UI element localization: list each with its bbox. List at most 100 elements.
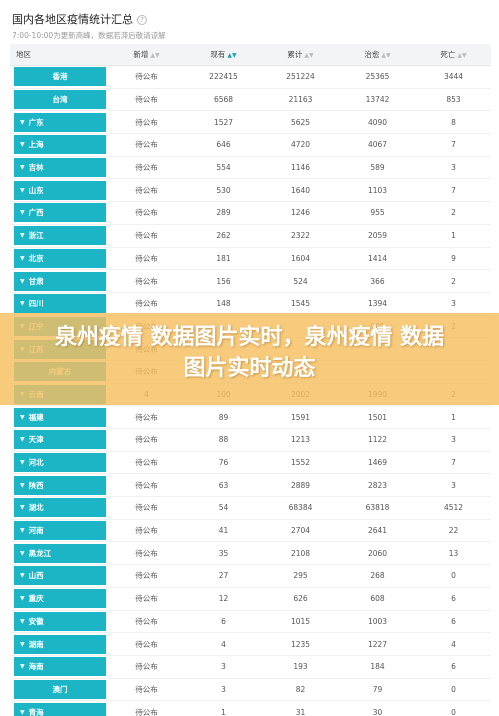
- cell-dead: 22: [448, 526, 459, 536]
- region-name: 澳门: [52, 684, 68, 694]
- table-row[interactable]: ▼ 黑龙江 待公布 35 2108 2060 13: [10, 542, 491, 566]
- table-row[interactable]: ▼ 重庆 待公布 12 626 608 6: [10, 588, 491, 611]
- cell-new: 待公布: [135, 72, 158, 82]
- table-row[interactable]: ▼ 山东 待公布 530 1640 1103 7: [10, 179, 491, 203]
- expand-arrow-icon[interactable]: ▼: [20, 640, 25, 648]
- cell-cured: 4090: [367, 117, 388, 127]
- expand-arrow-icon[interactable]: ▼: [20, 549, 25, 557]
- table-row[interactable]: ▼ 广西 待公布 289 1246 955 2: [10, 202, 491, 225]
- region-cell[interactable]: ▼ 上海: [14, 135, 106, 155]
- sort-icon[interactable]: ▲▼: [457, 52, 467, 59]
- region-cell[interactable]: ▼ 海南: [14, 657, 106, 677]
- region-name: 安徽: [28, 616, 44, 626]
- expand-arrow-icon[interactable]: ▼: [20, 481, 25, 489]
- region-cell[interactable]: ▼ 四川: [14, 294, 106, 314]
- col-header-new[interactable]: 新增 ▲▼: [133, 50, 160, 59]
- table-row[interactable]: ▼ 山西 待公布 27 295 268 0: [10, 565, 491, 588]
- table-row[interactable]: ▼ 湖北 待公布 54 68384 63818 4512: [10, 497, 491, 520]
- cell-dead: 0: [451, 684, 456, 694]
- help-icon[interactable]: ?: [137, 15, 147, 25]
- expand-arrow-icon[interactable]: ▼: [20, 459, 25, 467]
- expand-arrow-icon[interactable]: ▼: [20, 504, 25, 512]
- region-cell[interactable]: ▼ 重庆: [14, 589, 106, 609]
- region-cell[interactable]: ▼ 北京: [14, 248, 106, 268]
- cell-new: 待公布: [135, 571, 158, 581]
- region-cell[interactable]: ▼ 黑龙江: [14, 543, 106, 563]
- col-header-cured[interactable]: 治愈 ▲▼: [364, 50, 391, 59]
- table-row[interactable]: ▼ 浙江 待公布 262 2322 2059 1: [10, 225, 491, 248]
- region-cell[interactable]: ▼ 广东: [14, 112, 106, 132]
- table-row[interactable]: ▼ 河南 待公布 41 2704 2641 22: [10, 520, 491, 543]
- expand-arrow-icon[interactable]: ▼: [20, 572, 25, 580]
- table-row[interactable]: 台湾 待公布 6568 21163 13742 853: [10, 89, 491, 112]
- expand-arrow-icon[interactable]: ▼: [20, 663, 25, 671]
- region-cell[interactable]: ▼ 山西: [14, 566, 106, 586]
- region-cell[interactable]: ▼ 吉林: [14, 158, 106, 178]
- table-row[interactable]: ▼ 福建 待公布 89 1591 1501 1: [10, 406, 491, 429]
- region-cell[interactable]: ▼ 河北: [14, 453, 106, 473]
- col-header-total[interactable]: 累计 ▲▼: [287, 50, 314, 59]
- cell-total: 5625: [290, 117, 311, 127]
- expand-arrow-icon[interactable]: ▼: [20, 527, 25, 535]
- expand-arrow-icon[interactable]: ▼: [20, 118, 25, 126]
- expand-arrow-icon[interactable]: ▼: [20, 209, 25, 217]
- region-cell[interactable]: ▼ 山东: [14, 180, 106, 200]
- cell-current: 3: [221, 684, 226, 694]
- region-cell[interactable]: ▼ 河南: [14, 521, 106, 541]
- region-cell[interactable]: ▼ 广西: [14, 203, 106, 223]
- table-row[interactable]: ▼ 陕西 待公布 63 2889 2823 3: [10, 474, 491, 498]
- cell-current: 6: [221, 616, 226, 626]
- expand-arrow-icon[interactable]: ▼: [20, 277, 25, 285]
- sort-icon[interactable]: ▲▼: [381, 52, 391, 59]
- cell-new: 待公布: [135, 117, 158, 127]
- table-row[interactable]: ▼ 上海 待公布 646 4720 4067 7: [10, 134, 491, 157]
- expand-arrow-icon[interactable]: ▼: [20, 413, 25, 421]
- expand-arrow-icon[interactable]: ▼: [20, 708, 25, 716]
- region-cell[interactable]: ▼ 湖南: [14, 634, 106, 654]
- expand-arrow-icon[interactable]: ▼: [20, 595, 25, 603]
- table-row[interactable]: ▼ 甘肃 待公布 156 524 366 2: [10, 270, 491, 293]
- expand-arrow-icon[interactable]: ▼: [20, 164, 25, 172]
- expand-arrow-icon[interactable]: ▼: [20, 186, 25, 194]
- table-row[interactable]: ▼ 北京 待公布 181 1604 1414 9: [10, 248, 491, 271]
- sort-icon[interactable]: ▲▼: [150, 52, 160, 59]
- region-cell[interactable]: ▼ 天津: [14, 430, 106, 450]
- expand-arrow-icon[interactable]: ▼: [20, 436, 25, 444]
- expand-arrow-icon[interactable]: ▼: [20, 232, 25, 240]
- expand-arrow-icon[interactable]: ▼: [20, 617, 25, 625]
- cell-cured: 1122: [367, 435, 388, 445]
- cell-total: 2322: [290, 231, 311, 241]
- region-cell[interactable]: ▼ 福建: [14, 407, 106, 427]
- sort-active-icon[interactable]: ▲▼: [227, 52, 237, 59]
- table-row[interactable]: ▼ 广东 待公布 1527 5625 4090 8: [10, 111, 491, 135]
- cell-current: 1: [221, 707, 226, 716]
- region-cell[interactable]: 香港: [14, 67, 106, 87]
- region-cell[interactable]: 台湾: [14, 90, 106, 110]
- table-row[interactable]: ▼ 天津 待公布 88 1213 1122 3: [10, 429, 491, 452]
- expand-arrow-icon[interactable]: ▼: [20, 254, 25, 262]
- table-row[interactable]: ▼ 四川 待公布 148 1545 1394 3: [10, 293, 491, 316]
- col-header-current[interactable]: 现有 ▲▼: [210, 50, 237, 59]
- table-row[interactable]: 香港 待公布 222415 251224 25365 3444: [10, 66, 491, 89]
- cell-total: 295: [293, 571, 308, 581]
- table-row[interactable]: ▼ 海南 待公布 3 193 184 6: [10, 656, 491, 679]
- table-row[interactable]: ▼ 吉林 待公布 554 1146 589 3: [10, 157, 491, 180]
- region-cell[interactable]: 澳门: [14, 679, 106, 699]
- expand-arrow-icon[interactable]: ▼: [20, 141, 25, 149]
- col-header-dead[interactable]: 死亡 ▲▼: [440, 50, 467, 59]
- region-cell[interactable]: ▼ 陕西: [14, 475, 106, 495]
- region-cell[interactable]: ▼ 湖北: [14, 498, 106, 518]
- table-row[interactable]: 澳门 待公布 3 82 79 0: [10, 679, 491, 702]
- expand-arrow-icon[interactable]: ▼: [20, 300, 25, 308]
- table-row[interactable]: ▼ 湖南 待公布 4 1235 1227 4: [10, 633, 491, 656]
- region-cell[interactable]: ▼ 浙江: [14, 226, 106, 246]
- sort-icon[interactable]: ▲▼: [304, 52, 314, 59]
- table-row[interactable]: ▼ 青海 待公布 1 31 30 0: [10, 701, 491, 716]
- region-cell[interactable]: ▼ 青海: [14, 702, 106, 716]
- region-cell[interactable]: ▼ 安徽: [14, 611, 106, 631]
- cell-cured: 1501: [367, 412, 388, 422]
- table-row[interactable]: ▼ 河北 待公布 76 1552 1469 7: [10, 452, 491, 475]
- page-title: 国内各地区疫情统计汇总: [12, 13, 133, 26]
- region-cell[interactable]: ▼ 甘肃: [14, 271, 106, 291]
- table-row[interactable]: ▼ 安徽 待公布 6 1015 1003 6: [10, 611, 491, 634]
